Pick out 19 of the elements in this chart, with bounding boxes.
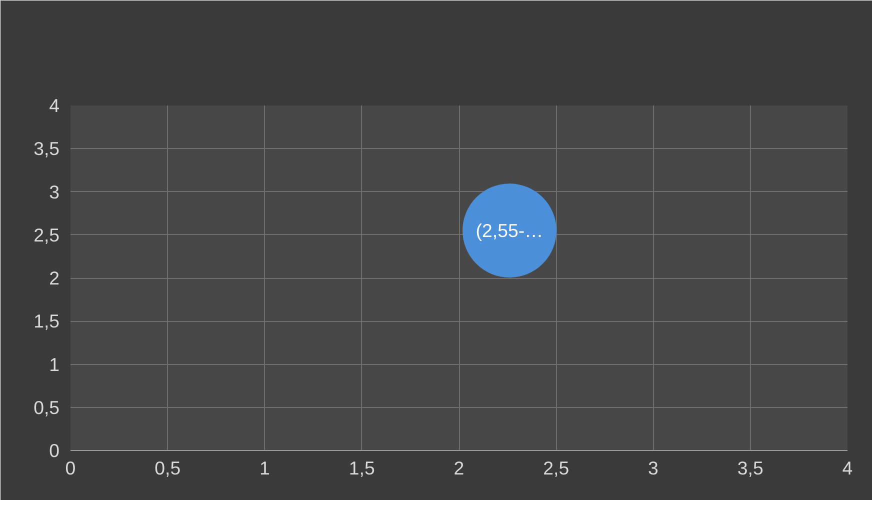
y-tick-label: 3	[49, 181, 60, 202]
x-tick-label: 1	[260, 458, 270, 478]
x-tick-label: 3	[648, 458, 658, 478]
y-tick-label: 0	[49, 440, 60, 461]
y-tick-label: 1,5	[34, 310, 60, 332]
x-tick-label: 4	[842, 458, 853, 478]
y-tick-label: 0,5	[34, 396, 60, 418]
y-tick-label: 3,5	[34, 138, 60, 160]
y-tick-label: 2	[49, 268, 60, 288]
x-tick-label: 0	[65, 458, 76, 478]
y-tick-label: 1	[49, 354, 60, 375]
x-tick-label: 1,5	[348, 458, 375, 478]
x-tick-label: 3,5	[737, 458, 764, 478]
x-tick-label: 2	[454, 458, 464, 478]
y-tick-label: 4	[49, 95, 60, 116]
y-tick-label: 2,5	[34, 224, 60, 246]
annotation: (2,55-…	[476, 220, 544, 242]
x-tick-label: 0,5	[154, 458, 181, 478]
x-tick-label: 2,5	[543, 458, 570, 478]
